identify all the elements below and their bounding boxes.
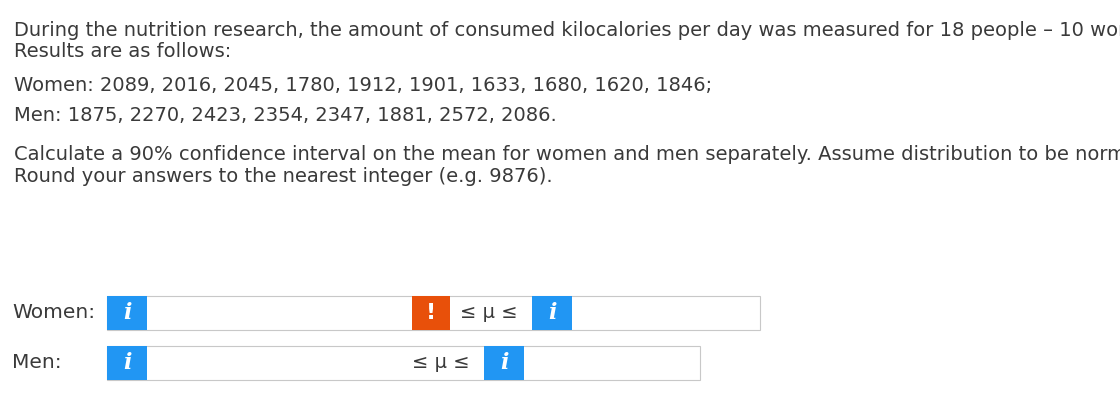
- Text: ≤ μ ≤: ≤ μ ≤: [412, 353, 469, 373]
- FancyBboxPatch shape: [108, 346, 147, 380]
- Text: ≤ μ ≤: ≤ μ ≤: [460, 303, 517, 323]
- Text: Results are as follows:: Results are as follows:: [13, 42, 231, 61]
- Text: Calculate a 90% confidence interval on the mean for women and men separately. As: Calculate a 90% confidence interval on t…: [13, 145, 1120, 164]
- Text: Men:: Men:: [12, 353, 62, 373]
- Text: i: i: [123, 302, 131, 324]
- FancyBboxPatch shape: [108, 296, 147, 330]
- Text: i: i: [500, 352, 508, 374]
- Text: Women: 2089, 2016, 2045, 1780, 1912, 1901, 1633, 1680, 1620, 1846;: Women: 2089, 2016, 2045, 1780, 1912, 190…: [13, 76, 712, 95]
- FancyBboxPatch shape: [484, 346, 524, 380]
- FancyBboxPatch shape: [108, 296, 760, 330]
- FancyBboxPatch shape: [412, 296, 450, 330]
- FancyBboxPatch shape: [532, 296, 572, 330]
- Text: Round your answers to the nearest integer (e.g. 9876).: Round your answers to the nearest intege…: [13, 167, 552, 186]
- Text: i: i: [548, 302, 557, 324]
- FancyBboxPatch shape: [108, 346, 700, 380]
- Text: !: !: [426, 303, 436, 323]
- Text: During the nutrition research, the amount of consumed kilocalories per day was m: During the nutrition research, the amoun…: [13, 21, 1120, 40]
- Text: i: i: [123, 352, 131, 374]
- Text: Women:: Women:: [12, 303, 95, 323]
- Text: Men: 1875, 2270, 2423, 2354, 2347, 1881, 2572, 2086.: Men: 1875, 2270, 2423, 2354, 2347, 1881,…: [13, 106, 557, 125]
